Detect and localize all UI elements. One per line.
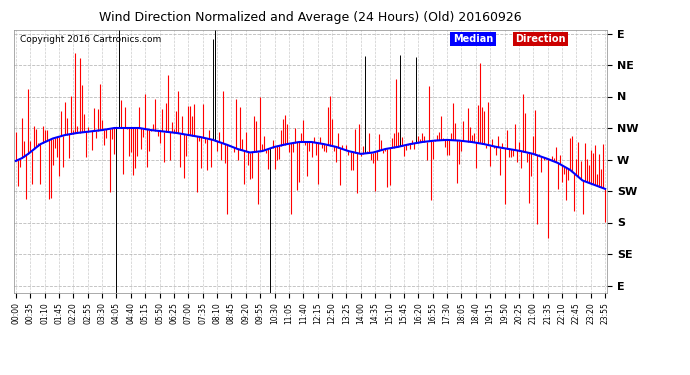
Text: Median: Median	[453, 34, 493, 44]
Text: Copyright 2016 Cartronics.com: Copyright 2016 Cartronics.com	[20, 35, 161, 44]
Text: Direction: Direction	[515, 34, 566, 44]
Text: Wind Direction Normalized and Average (24 Hours) (Old) 20160926: Wind Direction Normalized and Average (2…	[99, 11, 522, 24]
